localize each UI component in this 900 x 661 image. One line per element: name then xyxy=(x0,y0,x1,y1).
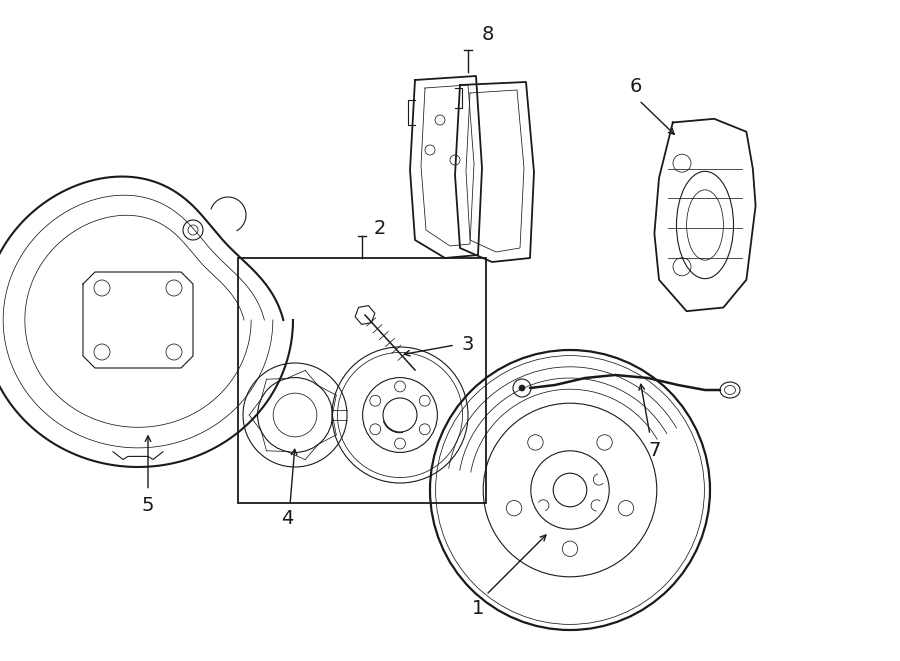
Bar xyxy=(238,258,486,503)
Text: 4: 4 xyxy=(281,510,293,529)
Text: 5: 5 xyxy=(142,496,154,515)
Text: 2: 2 xyxy=(374,219,386,237)
Text: 7: 7 xyxy=(649,440,662,459)
Text: 1: 1 xyxy=(472,600,484,619)
Circle shape xyxy=(519,385,525,391)
Text: 8: 8 xyxy=(482,26,494,44)
Text: 3: 3 xyxy=(462,336,474,354)
Text: 6: 6 xyxy=(630,77,643,96)
